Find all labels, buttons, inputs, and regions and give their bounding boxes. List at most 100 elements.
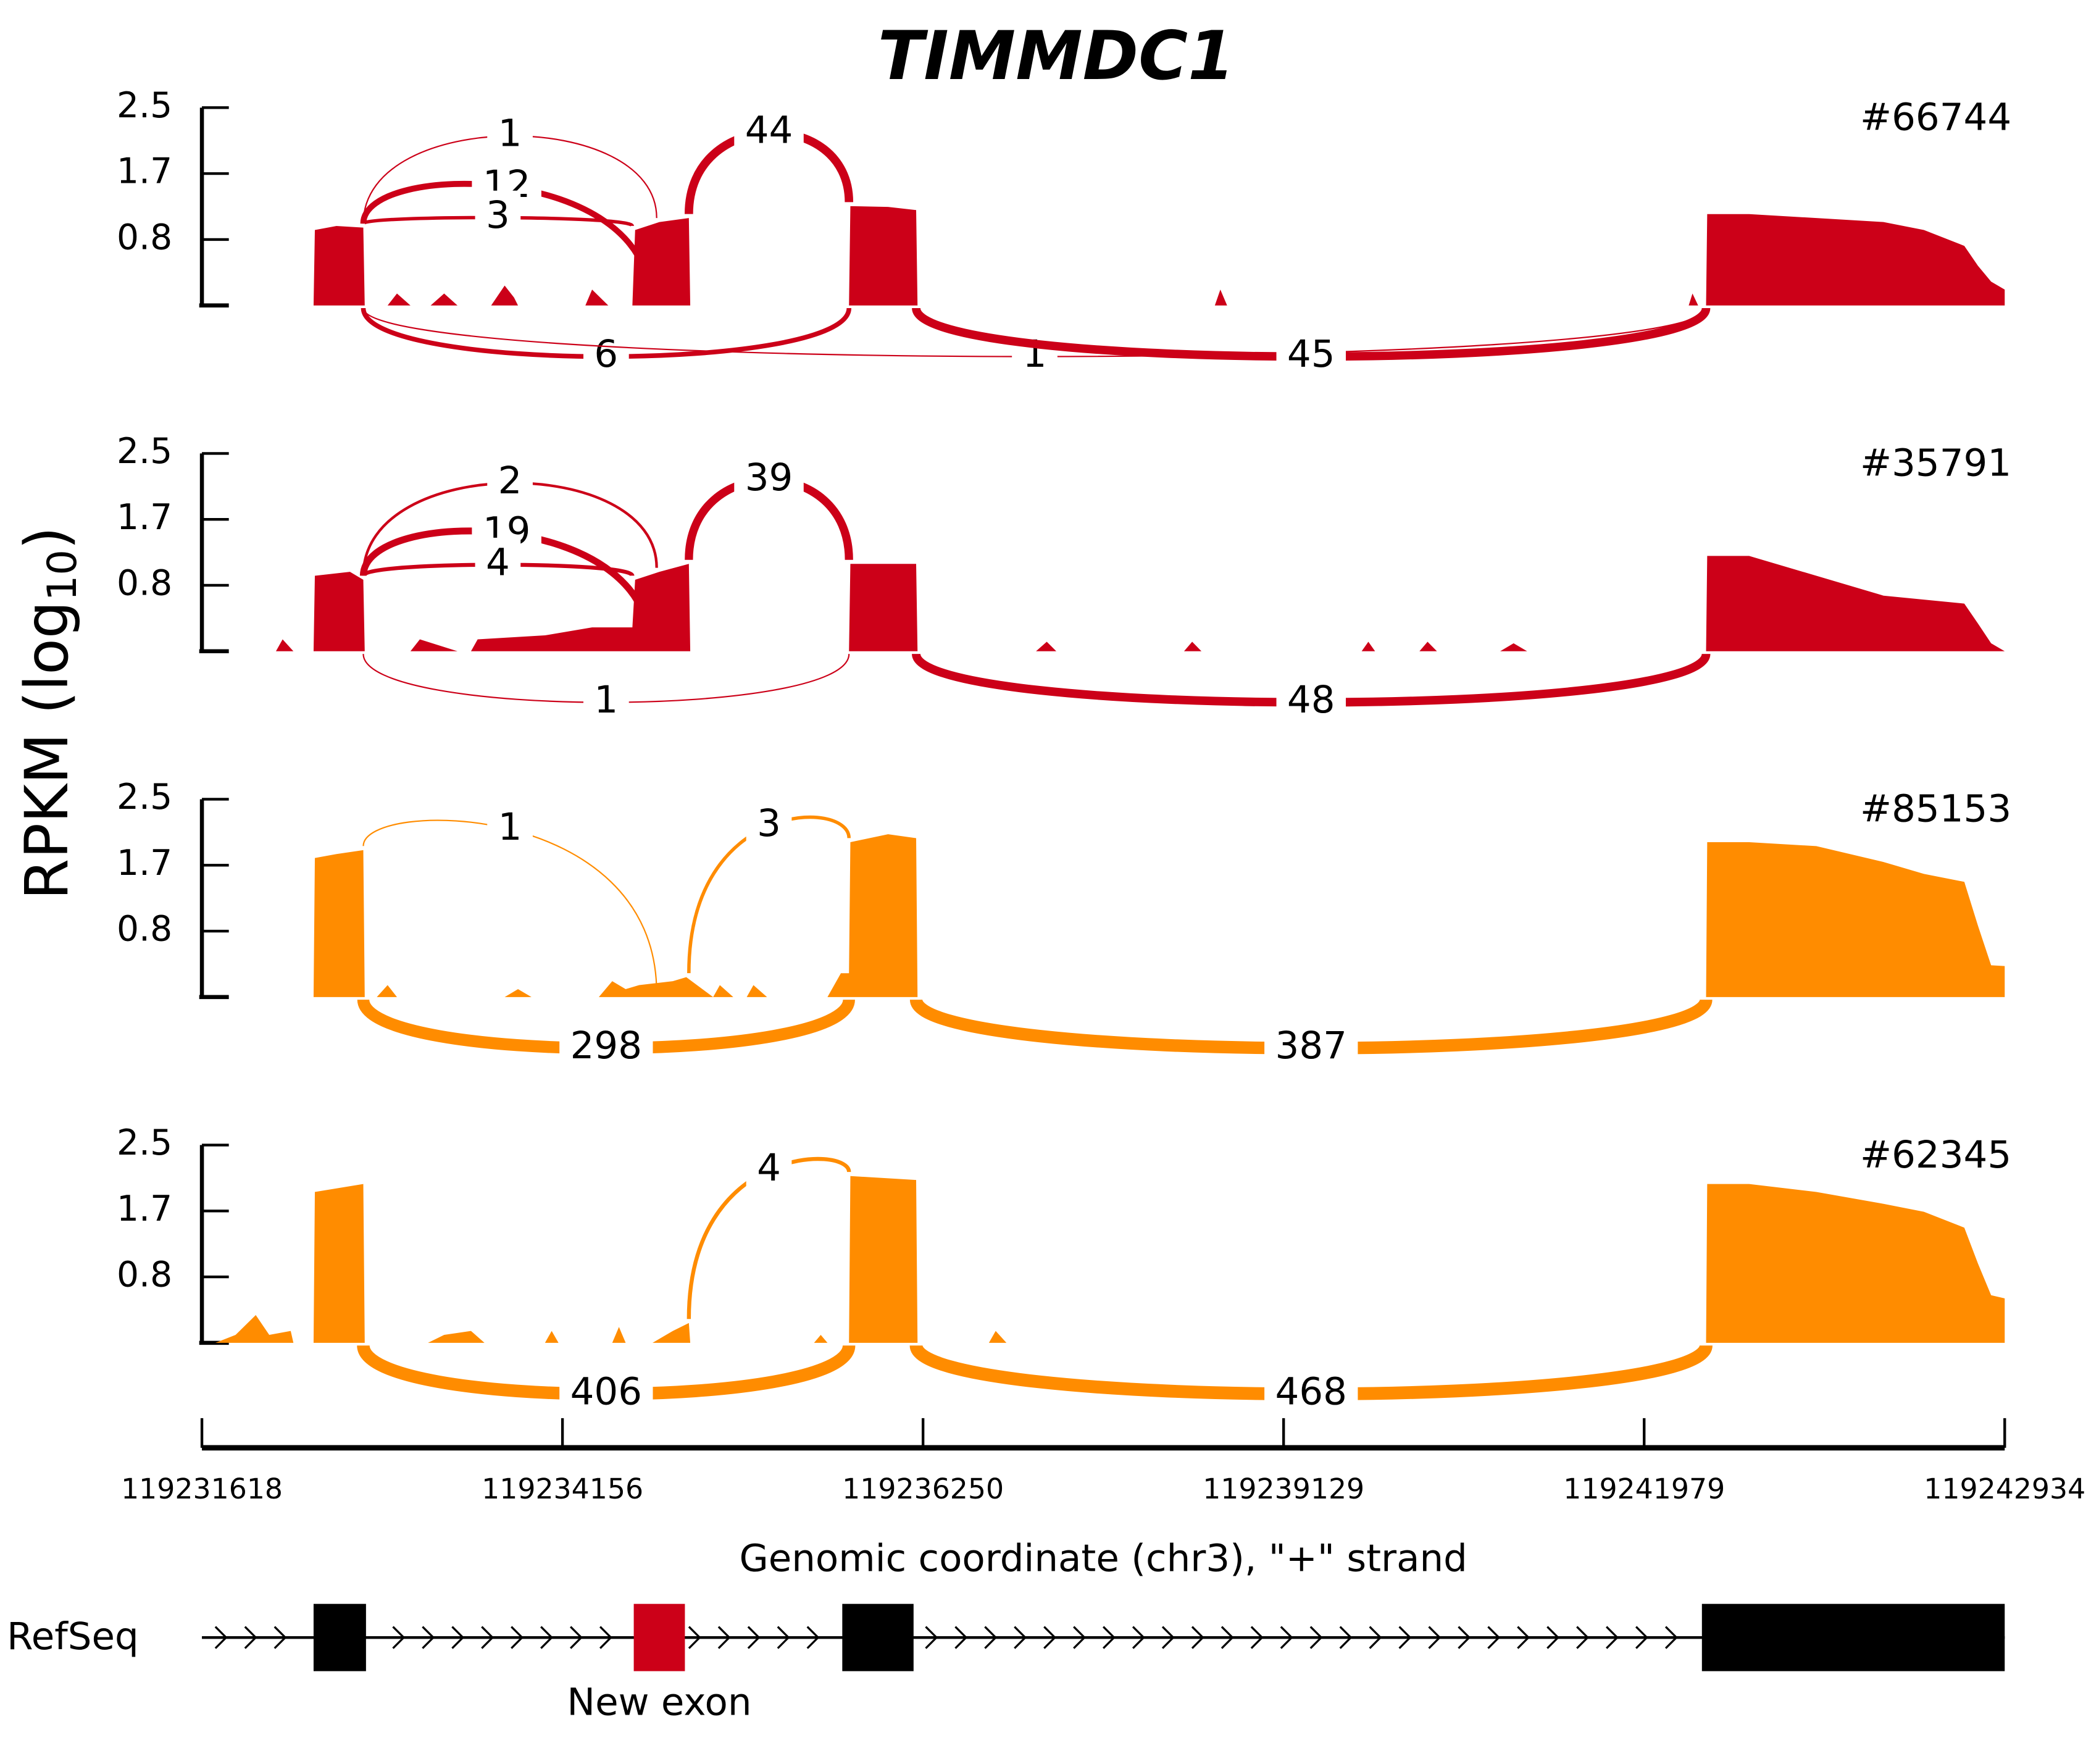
intron-chevron <box>599 1626 612 1649</box>
y-tick-label: 2.5 <box>117 777 172 817</box>
coverage-area <box>313 834 2005 997</box>
junction-label-bg <box>583 675 629 725</box>
intron-chevron <box>806 1626 820 1649</box>
y-tick-label: 2.5 <box>117 85 172 126</box>
junction-label-bg <box>734 453 804 503</box>
intron-chevron <box>1191 1626 1204 1649</box>
junction-label-bg <box>475 537 521 587</box>
junction-label-bg <box>1264 1021 1358 1071</box>
junction-count: 1 <box>594 678 618 722</box>
intron-chevron <box>1517 1626 1530 1649</box>
intron-chevron <box>1487 1626 1501 1649</box>
junction-label-bg <box>734 106 804 155</box>
junction-count: 1 <box>498 112 522 156</box>
intron-chevron <box>1369 1626 1382 1649</box>
junction-label-bg <box>1264 1366 1358 1416</box>
x-tick-label: 119234156 <box>482 1473 643 1505</box>
junction-label-bg <box>487 109 533 159</box>
intron-chevron <box>984 1626 998 1649</box>
junction-count: 298 <box>570 1024 642 1068</box>
new-exon <box>633 1603 685 1671</box>
junction-count: 48 <box>1287 678 1335 722</box>
intron-chevron <box>1398 1626 1412 1649</box>
y-tick-label: 0.8 <box>117 1255 172 1295</box>
x-tick-label: 119236250 <box>842 1473 1004 1505</box>
exon-number: 6 <box>859 1605 897 1668</box>
junction-count: 45 <box>1287 332 1335 376</box>
intron-chevron <box>1132 1626 1145 1649</box>
y-label-end: ) <box>12 527 81 550</box>
y-tick-label: 0.8 <box>117 909 172 950</box>
intron-chevron <box>1043 1626 1057 1649</box>
coverage-area <box>215 1176 2005 1343</box>
exon-number: 5 <box>321 1605 359 1668</box>
junction-label-bg <box>475 190 521 240</box>
intron-chevron <box>540 1626 553 1649</box>
junction-count: 44 <box>745 109 793 153</box>
y-tick-label: 1.7 <box>117 843 172 884</box>
intron-chevron <box>954 1626 968 1649</box>
y-axis-label: RPKM (log10) <box>12 527 85 900</box>
intron-chevron <box>1221 1626 1234 1649</box>
coverage-area <box>313 206 2005 306</box>
intron-chevron <box>1635 1626 1648 1649</box>
intron-chevron <box>392 1626 406 1649</box>
sample-name: #35791 <box>1860 441 2011 485</box>
y-tick-label: 1.7 <box>117 497 172 538</box>
junction-count: 468 <box>1275 1369 1347 1413</box>
junction-count: 4 <box>486 540 510 584</box>
intron-chevron <box>1280 1626 1293 1649</box>
intron-chevron <box>1428 1626 1442 1649</box>
intron-chevron <box>688 1626 701 1649</box>
x-tick-label: 119239129 <box>1203 1473 1364 1505</box>
junction-count: 3 <box>486 193 510 237</box>
intron-chevron <box>1606 1626 1619 1649</box>
coverage-area <box>275 556 2005 651</box>
junction-label-bg <box>746 1143 792 1193</box>
sample-name: #85153 <box>1860 787 2011 831</box>
y-tick-label: 2.5 <box>117 1122 172 1163</box>
chart-title: TIMMDC1 <box>878 17 1235 95</box>
intron-chevron <box>214 1626 228 1649</box>
refseq-exon <box>842 1603 914 1671</box>
intron-chevron <box>1458 1626 1471 1649</box>
intron-chevron <box>1161 1626 1175 1649</box>
y-label-sub: 10 <box>39 550 86 601</box>
y-label-main: RPKM (log <box>12 601 81 900</box>
junction-count: 3 <box>757 801 781 845</box>
intron-chevron <box>717 1626 731 1649</box>
x-tick-label: 119241979 <box>1563 1473 1725 1505</box>
intron-chevron <box>481 1626 494 1649</box>
new-exon-label: New exon <box>567 1681 751 1724</box>
junction-count: 2 <box>498 459 522 503</box>
junction-count: 1 <box>498 805 522 849</box>
y-tick-label: 1.7 <box>117 1189 172 1229</box>
x-tick-label: 119231618 <box>121 1473 283 1505</box>
junction-label-bg <box>1012 329 1058 379</box>
intron-chevron <box>1576 1626 1590 1649</box>
intron-chevron <box>1014 1626 1027 1649</box>
junction-count: 406 <box>570 1369 642 1413</box>
junction-label-bg <box>1276 329 1346 379</box>
intron-chevron <box>511 1626 524 1649</box>
refseq-exon <box>1701 1603 2005 1671</box>
junction-label-bg <box>559 1366 653 1416</box>
junction-count: 4 <box>757 1146 781 1190</box>
refseq-exon <box>313 1603 366 1671</box>
junction-count: 387 <box>1275 1024 1347 1068</box>
refseq-label: RefSeq <box>7 1615 139 1658</box>
intron-chevron <box>777 1626 790 1649</box>
intron-chevron <box>1103 1626 1116 1649</box>
intron-chevron <box>244 1626 257 1649</box>
junction-label-bg <box>746 798 792 848</box>
junction-count: 6 <box>594 332 618 376</box>
intron-chevron <box>925 1626 938 1649</box>
intron-chevron <box>1250 1626 1264 1649</box>
junction-label-bg <box>487 802 533 852</box>
intron-chevron <box>1546 1626 1560 1649</box>
y-tick-label: 0.8 <box>117 563 172 604</box>
y-tick-label: 0.8 <box>117 217 172 258</box>
y-tick-label: 1.7 <box>117 151 172 192</box>
